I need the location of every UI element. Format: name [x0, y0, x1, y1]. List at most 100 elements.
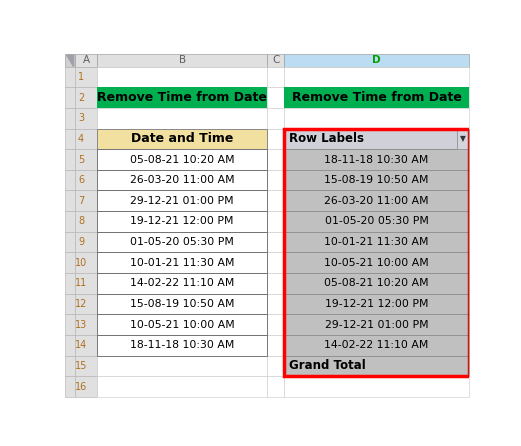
- Bar: [65, 190, 75, 211]
- Bar: [97, 170, 267, 190]
- Bar: [97, 294, 267, 314]
- Bar: [284, 273, 469, 294]
- Bar: [75, 66, 97, 87]
- Text: 18-11-18 10:30 AM: 18-11-18 10:30 AM: [130, 340, 234, 350]
- Text: 2: 2: [78, 93, 84, 103]
- Text: 4: 4: [78, 134, 84, 144]
- Text: 10: 10: [75, 258, 87, 268]
- Bar: [284, 232, 469, 252]
- Bar: [97, 232, 267, 252]
- Text: ▼: ▼: [460, 134, 466, 143]
- Bar: [65, 87, 75, 108]
- Text: 29-12-21 01:00 PM: 29-12-21 01:00 PM: [130, 196, 234, 206]
- Polygon shape: [67, 55, 73, 66]
- Bar: [284, 211, 469, 232]
- Text: 13: 13: [75, 320, 87, 330]
- Text: 01-05-20 05:30 PM: 01-05-20 05:30 PM: [325, 216, 429, 227]
- Bar: [284, 170, 469, 190]
- Text: 01-05-20 05:30 PM: 01-05-20 05:30 PM: [130, 237, 234, 247]
- Text: 10-05-21 10:00 AM: 10-05-21 10:00 AM: [130, 320, 234, 330]
- Text: 11: 11: [75, 278, 87, 289]
- Bar: [97, 294, 267, 314]
- Bar: [75, 376, 97, 397]
- Bar: [284, 190, 469, 211]
- Text: 26-03-20 11:00 AM: 26-03-20 11:00 AM: [130, 175, 234, 185]
- Text: Remove Time from Date: Remove Time from Date: [292, 91, 462, 104]
- Bar: [284, 314, 469, 335]
- Text: 19-12-21 12:00 PM: 19-12-21 12:00 PM: [130, 216, 234, 227]
- Bar: [284, 294, 469, 314]
- Bar: [65, 335, 75, 355]
- Bar: [97, 273, 267, 294]
- Bar: [97, 211, 267, 232]
- Text: 14-02-22 11:10 AM: 14-02-22 11:10 AM: [130, 278, 234, 289]
- Bar: [456, 128, 469, 149]
- Bar: [97, 211, 267, 232]
- Bar: [97, 87, 267, 108]
- Bar: [75, 190, 97, 211]
- Bar: [97, 54, 267, 66]
- Bar: [284, 190, 469, 211]
- Text: 05-08-21 10:20 AM: 05-08-21 10:20 AM: [130, 154, 234, 165]
- Bar: [65, 273, 75, 294]
- Bar: [75, 232, 97, 252]
- Bar: [97, 87, 267, 108]
- Bar: [284, 149, 469, 170]
- Bar: [75, 211, 97, 232]
- Bar: [284, 108, 469, 128]
- Bar: [65, 170, 75, 190]
- Bar: [75, 149, 97, 170]
- Bar: [97, 149, 267, 170]
- Bar: [97, 190, 267, 211]
- Bar: [284, 87, 469, 108]
- Bar: [284, 335, 469, 355]
- Text: 15: 15: [75, 361, 87, 371]
- Bar: [97, 252, 267, 273]
- Bar: [97, 335, 267, 355]
- Text: 15-08-19 10:50 AM: 15-08-19 10:50 AM: [325, 175, 429, 185]
- Bar: [284, 54, 469, 66]
- Bar: [97, 128, 267, 149]
- Text: 1: 1: [78, 72, 84, 82]
- Text: 6: 6: [78, 175, 84, 185]
- Bar: [65, 252, 75, 273]
- Bar: [267, 170, 284, 190]
- Bar: [267, 211, 284, 232]
- Text: 10-05-21 10:00 AM: 10-05-21 10:00 AM: [324, 258, 429, 268]
- Bar: [284, 355, 469, 376]
- Bar: [267, 54, 284, 66]
- Text: 16: 16: [75, 382, 87, 392]
- Bar: [267, 190, 284, 211]
- Text: Grand Total: Grand Total: [289, 359, 366, 372]
- Bar: [284, 335, 469, 355]
- Text: 12: 12: [75, 299, 87, 309]
- Bar: [65, 54, 75, 66]
- Bar: [267, 87, 284, 108]
- Text: 14-02-22 11:10 AM: 14-02-22 11:10 AM: [325, 340, 429, 350]
- Bar: [284, 128, 469, 149]
- Bar: [267, 314, 284, 335]
- Bar: [267, 66, 284, 87]
- Text: 9: 9: [78, 237, 84, 247]
- Bar: [75, 128, 97, 149]
- Text: 7: 7: [78, 196, 84, 206]
- Text: 05-08-21 10:20 AM: 05-08-21 10:20 AM: [325, 278, 429, 289]
- Bar: [75, 335, 97, 355]
- Text: 18-11-18 10:30 AM: 18-11-18 10:30 AM: [325, 154, 429, 165]
- Bar: [97, 376, 267, 397]
- Bar: [267, 294, 284, 314]
- Bar: [75, 87, 97, 108]
- Bar: [97, 314, 267, 335]
- Bar: [267, 232, 284, 252]
- Text: 14: 14: [75, 340, 87, 350]
- Bar: [65, 128, 75, 149]
- Text: 10-01-21 11:30 AM: 10-01-21 11:30 AM: [325, 237, 429, 247]
- Bar: [284, 355, 469, 376]
- Bar: [284, 170, 469, 190]
- Bar: [75, 54, 97, 66]
- Bar: [97, 149, 267, 170]
- Bar: [97, 232, 267, 252]
- Text: 19-12-21 12:00 PM: 19-12-21 12:00 PM: [325, 299, 428, 309]
- Text: 5: 5: [78, 154, 84, 165]
- Text: 29-12-21 01:00 PM: 29-12-21 01:00 PM: [325, 320, 428, 330]
